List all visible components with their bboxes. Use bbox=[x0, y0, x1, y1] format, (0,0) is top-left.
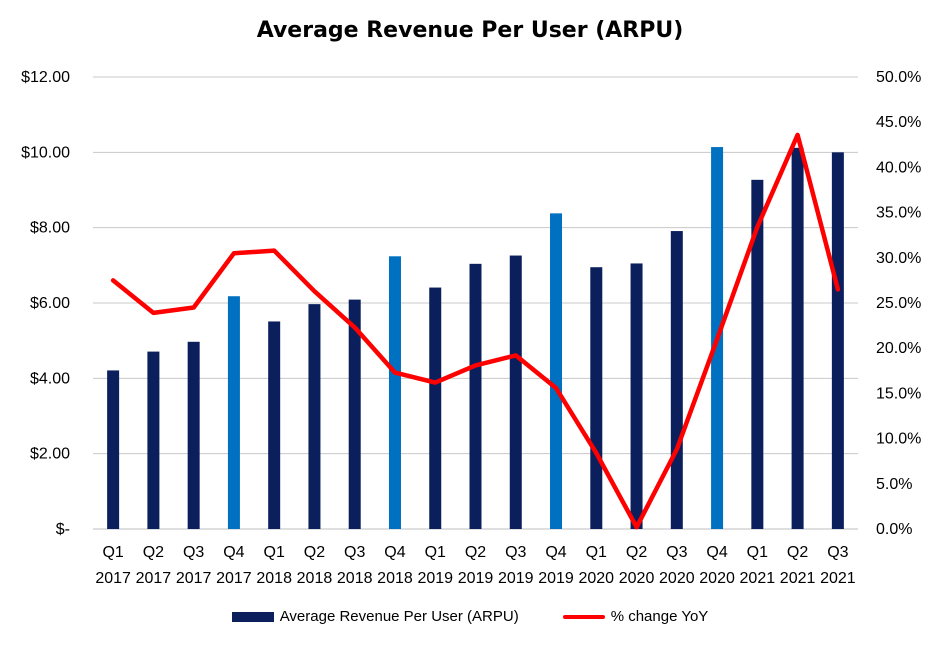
bar bbox=[670, 231, 683, 529]
x-tick-year: 2017 bbox=[95, 570, 131, 587]
x-tick-year: 2021 bbox=[780, 570, 816, 587]
y2-tick-label: 50.0% bbox=[876, 69, 921, 86]
bar bbox=[147, 351, 160, 529]
y2-tick-label: 30.0% bbox=[876, 250, 921, 267]
bar bbox=[308, 304, 321, 529]
bar bbox=[590, 267, 603, 529]
x-tick-quarter: Q4 bbox=[545, 544, 566, 561]
legend-swatch-line bbox=[562, 614, 605, 619]
x-tick-quarter: Q2 bbox=[787, 544, 808, 561]
x-tick-year: 2019 bbox=[538, 570, 574, 587]
y2-tick-label: 15.0% bbox=[876, 385, 921, 402]
x-tick-year: 2017 bbox=[136, 570, 172, 587]
y-tick-label: $2.00 bbox=[30, 446, 70, 463]
y2-tick-label: 45.0% bbox=[876, 114, 921, 131]
legend-label-arpu: Average Revenue Per User (ARPU) bbox=[279, 608, 519, 625]
x-tick-quarter: Q4 bbox=[223, 544, 244, 561]
bar bbox=[348, 299, 361, 529]
x-tick-year: 2019 bbox=[417, 570, 453, 587]
chart-title: Average Revenue Per User (ARPU) bbox=[256, 18, 684, 43]
x-tick-quarter: Q2 bbox=[143, 544, 164, 561]
x-tick-year: 2017 bbox=[176, 570, 212, 587]
x-tick-year: 2020 bbox=[578, 570, 614, 587]
legend-label-yoy: % change YoY bbox=[610, 608, 709, 625]
x-tick-quarter: Q3 bbox=[344, 544, 365, 561]
x-tick-year: 2021 bbox=[740, 570, 776, 587]
legend-item-arpu: Average Revenue Per User (ARPU) bbox=[231, 608, 519, 625]
bar bbox=[268, 321, 281, 529]
y-tick-label: $12.00 bbox=[21, 69, 70, 86]
x-tick-quarter: Q1 bbox=[586, 544, 607, 561]
y-tick-label: $10.00 bbox=[21, 144, 70, 161]
x-tick-quarter: Q1 bbox=[264, 544, 285, 561]
y2-tick-label: 5.0% bbox=[876, 476, 912, 493]
x-tick-quarter: Q2 bbox=[304, 544, 325, 561]
x-tick-year: 2018 bbox=[337, 570, 373, 587]
y-tick-label: $8.00 bbox=[30, 220, 70, 237]
x-tick-year: 2020 bbox=[699, 570, 735, 587]
x-tick-quarter: Q3 bbox=[505, 544, 526, 561]
legend-swatch-bar bbox=[231, 611, 274, 622]
legend: Average Revenue Per User (ARPU) % change… bbox=[0, 608, 940, 625]
x-tick-quarter: Q3 bbox=[183, 544, 204, 561]
y-tick-label: $4.00 bbox=[30, 370, 70, 387]
bar bbox=[388, 256, 401, 529]
bar bbox=[550, 213, 563, 529]
x-tick-quarter: Q3 bbox=[827, 544, 848, 561]
x-tick-year: 2018 bbox=[377, 570, 413, 587]
x-tick-quarter: Q2 bbox=[626, 544, 647, 561]
x-tick-year: 2018 bbox=[297, 570, 333, 587]
yoy-line bbox=[110, 132, 841, 530]
x-tick-quarter: Q4 bbox=[706, 544, 727, 561]
x-tick-year: 2019 bbox=[498, 570, 534, 587]
x-tick-year: 2020 bbox=[659, 570, 695, 587]
x-tick-quarter: Q4 bbox=[384, 544, 405, 561]
bar bbox=[429, 287, 442, 529]
x-tick-quarter: Q1 bbox=[747, 544, 768, 561]
bar bbox=[107, 370, 120, 529]
x-tick-quarter: Q1 bbox=[425, 544, 446, 561]
bar bbox=[509, 255, 522, 530]
y2-tick-label: 40.0% bbox=[876, 159, 921, 176]
x-tick-quarter: Q1 bbox=[102, 544, 123, 561]
x-tick-year: 2017 bbox=[216, 570, 252, 587]
bar bbox=[227, 296, 240, 529]
y2-tick-label: 25.0% bbox=[876, 295, 921, 312]
bar bbox=[630, 263, 643, 529]
y2-tick-label: 20.0% bbox=[876, 340, 921, 357]
x-tick-quarter: Q3 bbox=[666, 544, 687, 561]
legend-item-yoy: % change YoY bbox=[562, 608, 709, 625]
bar bbox=[831, 152, 844, 530]
x-tick-year: 2020 bbox=[619, 570, 655, 587]
y-tick-label: $- bbox=[56, 521, 70, 538]
x-tick-year: 2019 bbox=[458, 570, 494, 587]
y2-tick-label: 10.0% bbox=[876, 431, 921, 448]
bar bbox=[469, 263, 482, 529]
bar bbox=[187, 341, 200, 529]
y2-tick-label: 0.0% bbox=[876, 521, 912, 538]
bar bbox=[751, 179, 764, 529]
bar bbox=[791, 147, 804, 529]
x-tick-year: 2018 bbox=[256, 570, 292, 587]
y2-tick-label: 35.0% bbox=[876, 205, 921, 222]
y-tick-label: $6.00 bbox=[30, 295, 70, 312]
x-tick-year: 2021 bbox=[820, 570, 856, 587]
x-tick-quarter: Q2 bbox=[465, 544, 486, 561]
